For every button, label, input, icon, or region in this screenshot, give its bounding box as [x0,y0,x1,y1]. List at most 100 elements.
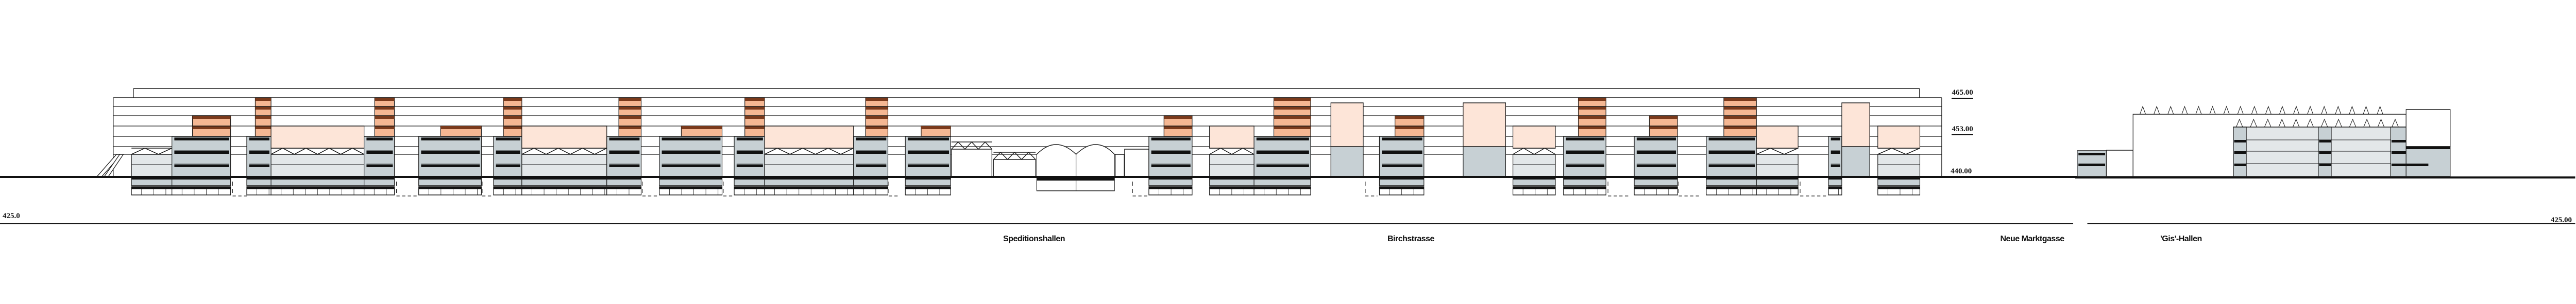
balcony-slab [2078,164,2106,166]
balcony-slab [1831,151,1840,154]
gis-sawtooth-roof [2236,118,2399,128]
balcony-slab [1382,138,1422,140]
foundation-slab [606,187,641,189]
pale-upper-volume [270,126,365,149]
residential-block [1634,136,1678,177]
balcony-slab [1566,138,1605,140]
pale-upper-volume [764,126,854,149]
balcony-slab [1831,138,1840,140]
residential-block [1563,136,1606,177]
hall-block [1512,154,1556,177]
apartment-floor-band [375,98,395,101]
apartment-floor-band [375,126,395,129]
balcony-slab [1636,138,1676,140]
arched-hall [1036,144,1115,177]
balcony-slab [1256,165,1309,167]
residential-block [1828,136,1842,177]
balcony-slab [174,151,229,154]
tower-upper-volume [1463,102,1506,147]
foundation-slab [764,187,854,189]
balcony-slab [736,165,763,167]
roof-truss [764,148,854,155]
apartment-floor-band [255,106,272,110]
dashed-underground-outline [232,182,247,196]
apartment-floor-band [440,126,482,129]
residential-block [659,136,723,177]
apartment-floor-band [255,98,272,101]
foundation-slab [1254,187,1311,189]
tower-upper-volume [1841,102,1870,147]
balcony-slab [1566,165,1605,167]
balcony-slab [421,165,480,167]
apartment-floor-band [1723,98,1757,101]
balcony-slab [1256,138,1309,140]
balcony-slab [366,151,393,154]
low-building [1124,149,1149,177]
foundation-slab [131,187,172,189]
gis-tower-upper [2405,109,2451,147]
balcony-slab [2391,140,2406,142]
balcony-slab [496,138,520,140]
foundation-slab [1634,187,1678,189]
apartment-floor-band [1274,98,1311,101]
residential-block [1253,136,1311,177]
basement-slab [1877,177,1920,180]
balcony-slab [736,151,763,154]
residential-block [734,136,765,177]
basement-slab [606,177,641,180]
apartment-floor-band [1274,126,1311,129]
apartment-floor-band [192,126,231,129]
apartment-floor-band [1649,126,1678,129]
balcony-slab [662,165,721,167]
roof-truss [1513,148,1556,155]
hall-block [1209,154,1255,177]
foundation-slab [734,187,765,189]
apartment-floor-band [866,116,888,119]
foundation-slab [1756,187,1799,189]
hall-block [131,154,173,177]
level-label-453: 453.00 [1952,125,1973,135]
tower-base [1463,146,1506,177]
hall-truss [993,152,1036,160]
hall-truss [951,141,992,150]
apartment-floor-band [1649,116,1678,119]
basement-slab [1209,177,1255,180]
basement-slab [659,177,722,180]
foundation-slab [1706,187,1757,189]
apartment-floor-band [744,116,765,119]
apartment-floor-band [619,106,641,110]
place-label-gis-hallen: 'Gis'-Hallen [2160,235,2202,243]
foundation-slab [521,187,607,189]
apartment-floor-band [255,116,272,119]
roof-truss [270,148,364,155]
residential-block [246,136,272,177]
hall-block [764,154,854,177]
datum-left-label: 425.0 [3,212,20,220]
basement-slab [364,177,395,180]
apartment-floor-band [375,116,395,119]
balcony-slab [856,151,887,154]
balcony-slab [2234,140,2247,142]
apartment-floor-band [1164,126,1192,129]
dashed-underground-outline [1678,182,1701,196]
foundation-slab [1379,187,1424,189]
apartment-floor-band [1578,116,1606,119]
apartment-floor-band [1164,116,1192,119]
basement-slab [271,177,364,180]
hall-block [1756,154,1799,177]
basement-slab [131,177,172,180]
apartment-floor-band [1578,98,1606,101]
gis-tower-slab [2406,147,2450,149]
dashed-underground-outline [1132,182,1149,196]
gis-sawtooth-roof [2140,105,2383,115]
roof-truss [1877,148,1920,155]
residential-block [1148,136,1193,177]
foundation-slab [172,187,231,189]
balcony-slab [856,138,887,140]
foundation-slab [246,187,272,189]
balcony-slab [1382,151,1422,154]
balcony-slab [496,151,520,154]
balcony-slab [1636,165,1676,167]
balcony-slab [736,138,763,140]
